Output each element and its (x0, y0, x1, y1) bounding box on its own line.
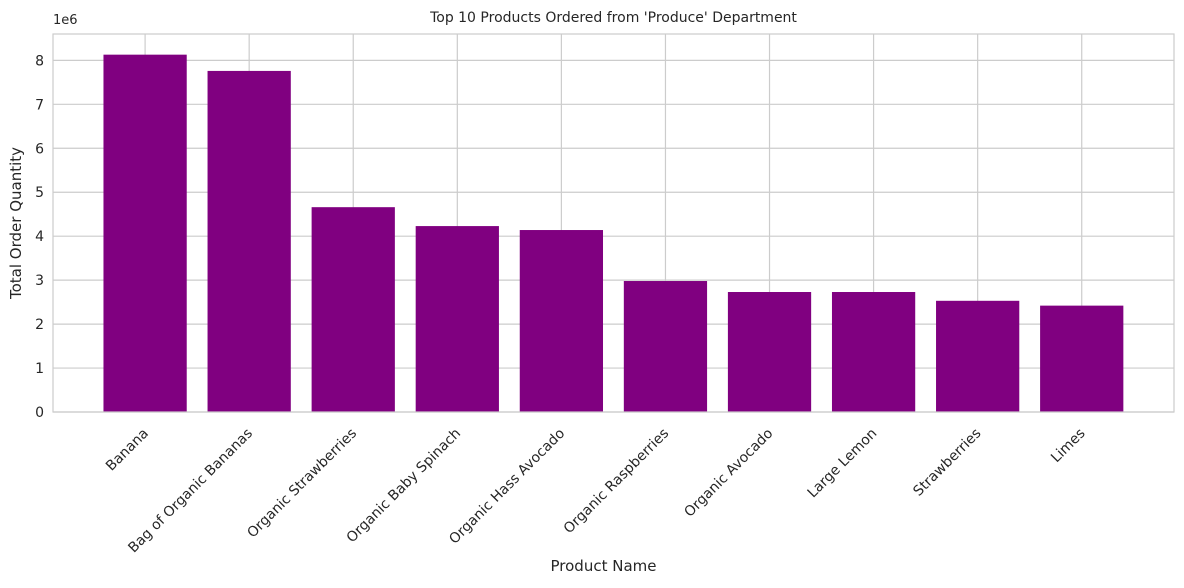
y-tick-label: 0 (35, 405, 44, 421)
chart-title: Top 10 Products Ordered from 'Produce' D… (429, 10, 797, 26)
bar (207, 70, 291, 412)
bar (103, 54, 187, 412)
x-tick-label: Large Lemon (805, 426, 881, 502)
bar (519, 230, 604, 412)
y-tick-label: 6 (35, 141, 44, 157)
x-tick-label: Organic Hass Avocado (446, 426, 568, 548)
x-tick-label: Banana (103, 426, 152, 475)
x-tick-label: Strawberries (910, 426, 984, 500)
x-tick-label: Organic Strawberries (244, 426, 360, 542)
bar (415, 226, 499, 412)
bar (311, 207, 395, 412)
x-tick-label: Organic Baby Spinach (344, 426, 464, 546)
x-tick-label: Organic Avocado (681, 426, 776, 521)
bar (831, 292, 916, 412)
y-tick-label: 5 (35, 185, 44, 201)
bar (623, 281, 708, 412)
bar (1040, 305, 1124, 412)
y-axis-label: Total Order Quantity (7, 147, 25, 300)
plot-frame (52, 33, 1175, 413)
bar (727, 292, 812, 412)
y-tick-label: 1 (35, 361, 44, 377)
y-offset-label: 1e6 (53, 13, 78, 28)
y-tick-label: 8 (35, 53, 44, 69)
x-tick-label: Organic Raspberries (561, 426, 672, 537)
bar (936, 300, 1020, 412)
x-tick-label: Limes (1048, 426, 1088, 466)
x-tick-label: Bag of Organic Bananas (125, 426, 256, 557)
y-tick-label: 2 (35, 317, 44, 333)
bar-layer (103, 54, 1124, 412)
y-tick-label: 7 (35, 97, 44, 113)
y-tick-label: 4 (35, 229, 44, 245)
x-axis-label: Product Name (551, 557, 657, 575)
y-tick-labels: 0 1 2 3 4 5 6 7 8 (35, 53, 44, 421)
y-tick-label: 3 (35, 273, 44, 289)
